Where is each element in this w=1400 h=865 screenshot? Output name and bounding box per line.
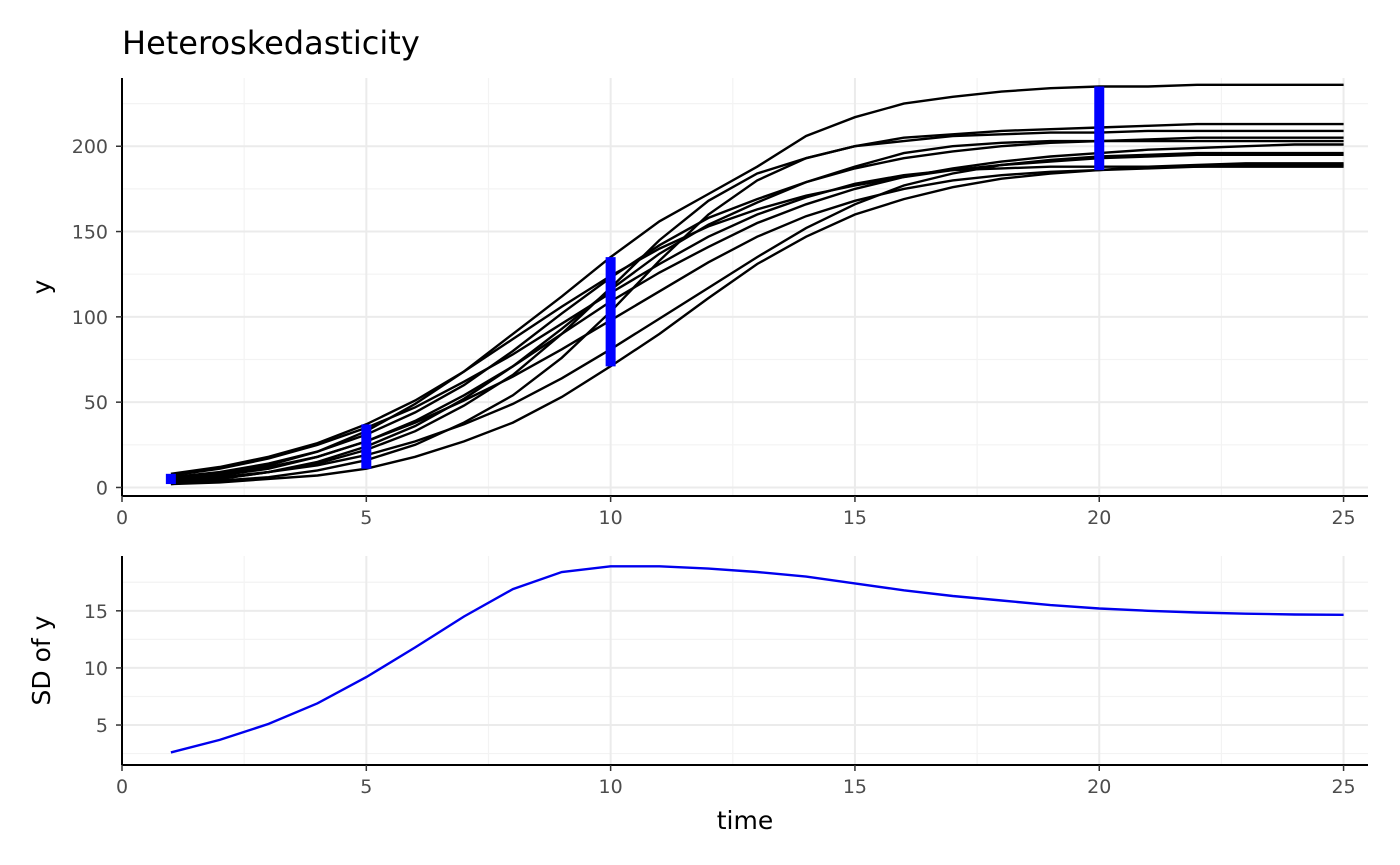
series-line-6 bbox=[170, 153, 1344, 475]
x-tick-label: 20 bbox=[1087, 776, 1111, 798]
y-tick-label: 50 bbox=[84, 392, 108, 414]
top-curves bbox=[170, 83, 1344, 486]
series-line-5 bbox=[170, 143, 1344, 482]
bottom-x-ticks: 0 5 10 15 20 25 bbox=[116, 765, 1356, 798]
top-sd-bars bbox=[165, 86, 1105, 485]
y-tick-label: 5 bbox=[96, 715, 108, 737]
top-y-ticks: 0 50 100 150 200 bbox=[72, 136, 122, 499]
x-tick-label: 20 bbox=[1087, 507, 1111, 529]
y-tick-label: 0 bbox=[96, 477, 108, 499]
x-tick-label: 25 bbox=[1331, 507, 1355, 529]
y-tick-label: 15 bbox=[84, 601, 108, 623]
top-y-axis-label: y bbox=[27, 279, 56, 294]
bottom-grid bbox=[121, 556, 1368, 765]
x-tick-label: 10 bbox=[599, 776, 623, 798]
y-tick-label: 100 bbox=[72, 307, 108, 329]
series-line-8 bbox=[170, 163, 1344, 477]
x-tick-label: 25 bbox=[1331, 776, 1355, 798]
x-tick-label: 0 bbox=[116, 507, 128, 529]
bottom-panel: 0 5 10 15 20 25 5 10 15 SD of y time bbox=[27, 556, 1368, 835]
x-axis-label: time bbox=[717, 806, 773, 835]
bottom-sd-line-group bbox=[170, 565, 1344, 754]
bottom-y-ticks: 5 10 15 bbox=[84, 601, 122, 737]
top-panel: 0 5 10 15 20 25 0 50 100 150 200 y bbox=[27, 78, 1368, 529]
top-x-ticks: 0 5 10 15 20 25 bbox=[116, 496, 1356, 529]
y-tick-label: 200 bbox=[72, 136, 108, 158]
x-tick-label: 15 bbox=[843, 507, 867, 529]
top-axes bbox=[121, 78, 1368, 497]
bottom-y-axis-label: SD of y bbox=[27, 615, 56, 705]
series-line-2 bbox=[170, 122, 1344, 484]
sd-line bbox=[170, 565, 1344, 754]
y-tick-label: 150 bbox=[72, 222, 108, 244]
bottom-axes bbox=[121, 556, 1368, 766]
chart-title: Heteroskedasticity bbox=[122, 24, 420, 62]
x-tick-label: 5 bbox=[360, 776, 372, 798]
series-line-1 bbox=[170, 83, 1344, 481]
x-tick-label: 0 bbox=[116, 776, 128, 798]
x-tick-label: 15 bbox=[843, 776, 867, 798]
x-tick-label: 5 bbox=[360, 507, 372, 529]
x-tick-label: 10 bbox=[599, 507, 623, 529]
y-tick-label: 10 bbox=[84, 658, 108, 680]
series-line-10 bbox=[170, 162, 1344, 486]
